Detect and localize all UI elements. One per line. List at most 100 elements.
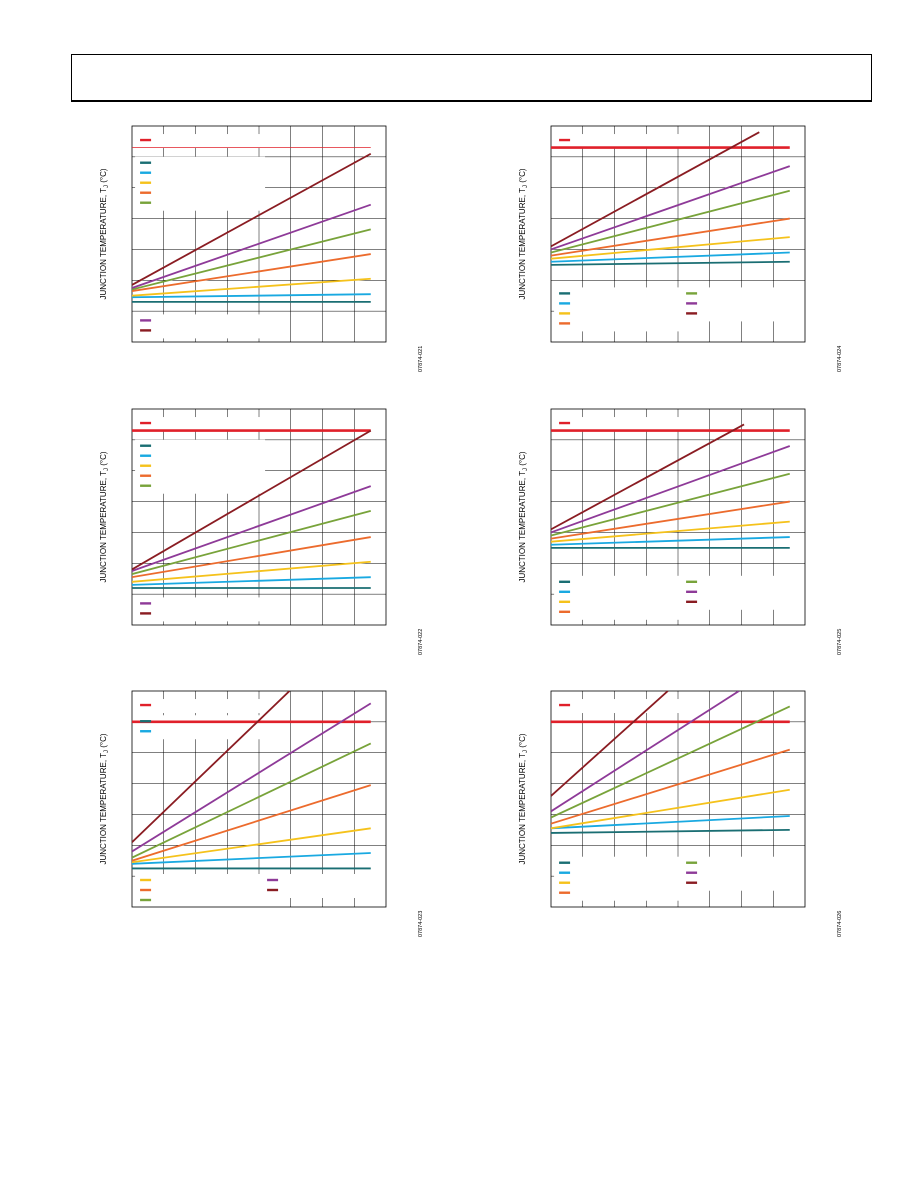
grid: [132, 126, 386, 342]
series-line-maroon: [132, 152, 372, 286]
chart-fig-21: JUNCTION TEMPERATURE, TJ (°C) 07874-021: [90, 120, 430, 378]
legend-box: [554, 134, 685, 149]
legend-box: [554, 699, 685, 714]
plot-frame: [131, 125, 387, 343]
y-axis-label-unit: (°C): [518, 451, 527, 468]
series-line-yellow: [551, 788, 790, 830]
y-axis-label-main: JUNCTION TEMPERATURE, T: [518, 188, 527, 300]
figure-code: 07874-021: [418, 346, 424, 372]
series-line-blue: [132, 293, 371, 299]
series-line-orange: [132, 784, 372, 862]
legend-box: [135, 134, 266, 149]
series-line-maroon: [551, 131, 760, 248]
y-axis-label-unit: (°C): [99, 451, 108, 468]
y-axis-label: JUNCTION TEMPERATURE, TJ (°C): [518, 733, 529, 864]
plot-frame: [550, 125, 806, 343]
series-line-green: [132, 742, 372, 859]
plot-frame: [131, 408, 387, 626]
page-header-box: [71, 54, 872, 102]
chart-svg: JUNCTION TEMPERATURE, TJ (°C) 07874-026: [518, 690, 843, 937]
legend-box: [135, 874, 266, 908]
legend-box: [262, 874, 393, 898]
series-line-maroon: [132, 429, 372, 571]
y-axis-label-unit: (°C): [518, 168, 527, 185]
legend-box: [554, 575, 685, 620]
legend-box: [135, 156, 266, 211]
chart-svg: JUNCTION TEMPERATURE, TJ (°C) 07874-024: [518, 125, 843, 372]
grid: [551, 409, 805, 625]
y-axis-label: JUNCTION TEMPERATURE, TJ (°C): [99, 451, 110, 582]
series-line-purple: [132, 203, 372, 289]
chart-fig-22: JUNCTION TEMPERATURE, TJ (°C) 07874-022: [90, 403, 430, 663]
y-axis-label-main: JUNCTION TEMPERATURE, T: [518, 471, 527, 583]
figure-code: 07874-024: [837, 346, 843, 372]
y-axis-label-subscript: J: [104, 468, 110, 471]
series-line-green: [132, 228, 371, 291]
y-axis-label-subscript: J: [104, 750, 110, 753]
chart-svg: JUNCTION TEMPERATURE, TJ (°C) 07874-021: [99, 125, 424, 372]
series-line-orange: [551, 500, 790, 540]
series-line-green: [551, 472, 790, 537]
figure-code: 07874-026: [837, 911, 843, 937]
plot-frame: [131, 690, 387, 908]
series-lines: [132, 429, 372, 589]
y-axis-label-main: JUNCTION TEMPERATURE, T: [518, 753, 527, 865]
series-line-blue: [132, 852, 371, 865]
chart-svg: JUNCTION TEMPERATURE, TJ (°C) 07874-025: [518, 408, 843, 655]
y-axis-label-main: JUNCTION TEMPERATURE, T: [99, 471, 108, 583]
figure-code: 07874-022: [418, 629, 424, 655]
series-line-purple: [551, 445, 791, 534]
series-line-teal: [551, 260, 790, 266]
series-line-yellow: [132, 277, 371, 297]
legend-box: [135, 597, 266, 622]
chart-svg: JUNCTION TEMPERATURE, TJ (°C) 07874-023: [99, 690, 424, 937]
y-axis-label-subscript: J: [523, 750, 529, 753]
series-lines: [551, 131, 791, 266]
legend-box: [554, 287, 685, 332]
y-axis-label: JUNCTION TEMPERATURE, TJ (°C): [99, 733, 110, 864]
series-line-teal: [551, 828, 790, 834]
series-line-maroon: [551, 423, 745, 531]
legend-box: [135, 439, 266, 494]
plot-frame: [550, 690, 806, 908]
series-line-orange: [132, 536, 371, 579]
y-axis-label-unit: (°C): [99, 168, 108, 185]
y-axis-label-main: JUNCTION TEMPERATURE, T: [99, 188, 108, 300]
chart-fig-24: JUNCTION TEMPERATURE, TJ (°C) 07874-024: [509, 120, 849, 378]
series-lines: [132, 691, 372, 870]
y-axis-label: JUNCTION TEMPERATURE, TJ (°C): [518, 168, 529, 299]
series-line-green: [551, 705, 791, 819]
series-line-purple: [551, 165, 791, 251]
plot-frame: [550, 408, 806, 626]
legend-box: [554, 856, 685, 901]
series-lines: [551, 691, 791, 834]
series-line-maroon: [132, 691, 291, 843]
series-line-orange: [551, 217, 790, 257]
y-axis-label: JUNCTION TEMPERATURE, TJ (°C): [518, 451, 529, 582]
series-line-yellow: [132, 827, 371, 864]
series-line-yellow: [551, 236, 790, 260]
chart-fig-26: JUNCTION TEMPERATURE, TJ (°C) 07874-026: [509, 685, 849, 947]
series-line-orange: [132, 253, 371, 292]
series-line-purple: [132, 702, 372, 853]
legend-box: [681, 856, 812, 891]
legend-box: [135, 715, 266, 740]
legend-box: [681, 575, 812, 610]
series-line-maroon: [551, 691, 669, 797]
figure-code: 07874-023: [418, 911, 424, 937]
legend-box: [135, 699, 266, 714]
y-axis-label-main: JUNCTION TEMPERATURE, T: [99, 753, 108, 865]
series-line-blue: [551, 536, 790, 546]
legend-box: [135, 417, 266, 432]
series-lines: [551, 423, 791, 549]
chart-fig-23: JUNCTION TEMPERATURE, TJ (°C) 07874-023: [90, 685, 430, 947]
chart-svg: JUNCTION TEMPERATURE, TJ (°C) 07874-022: [99, 408, 424, 655]
series-line-green: [132, 509, 371, 575]
y-axis-label-subscript: J: [523, 185, 529, 188]
series-line-orange: [551, 748, 791, 825]
series-line-purple: [551, 691, 740, 813]
series-line-blue: [551, 251, 790, 263]
y-axis-label-subscript: J: [104, 185, 110, 188]
legend-box: [135, 314, 266, 339]
y-axis-label-unit: (°C): [518, 733, 527, 750]
